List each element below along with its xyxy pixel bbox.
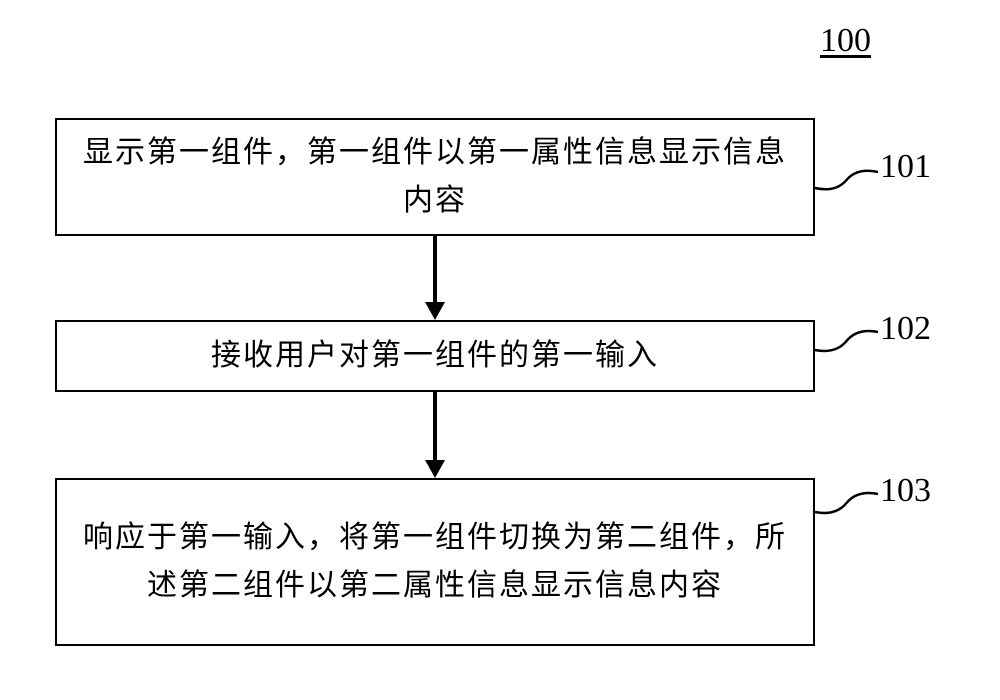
step-label-101: 101 [880,148,931,186]
connector-1-2-arrow [425,302,445,320]
leader-101 [809,158,884,202]
leader-102 [809,318,884,364]
leader-103 [809,480,884,526]
connector-2-3-line [433,392,437,460]
flow-step-103-text: 响应于第一输入，将第一组件切换为第二组件，所述第二组件以第二属性信息显示信息内容 [77,514,793,610]
flow-step-102: 接收用户对第一组件的第一输入 [55,320,815,392]
step-label-102: 102 [880,310,931,348]
figure-label: 100 [820,22,871,60]
connector-2-3-arrow [425,460,445,478]
flow-step-102-text: 接收用户对第一组件的第一输入 [211,332,659,380]
connector-1-2-line [433,236,437,302]
flow-step-103: 响应于第一输入，将第一组件切换为第二组件，所述第二组件以第二属性信息显示信息内容 [55,478,815,646]
step-label-103: 103 [880,472,931,510]
flow-step-101: 显示第一组件，第一组件以第一属性信息显示信息内容 [55,118,815,236]
flow-step-101-text: 显示第一组件，第一组件以第一属性信息显示信息内容 [77,129,793,225]
